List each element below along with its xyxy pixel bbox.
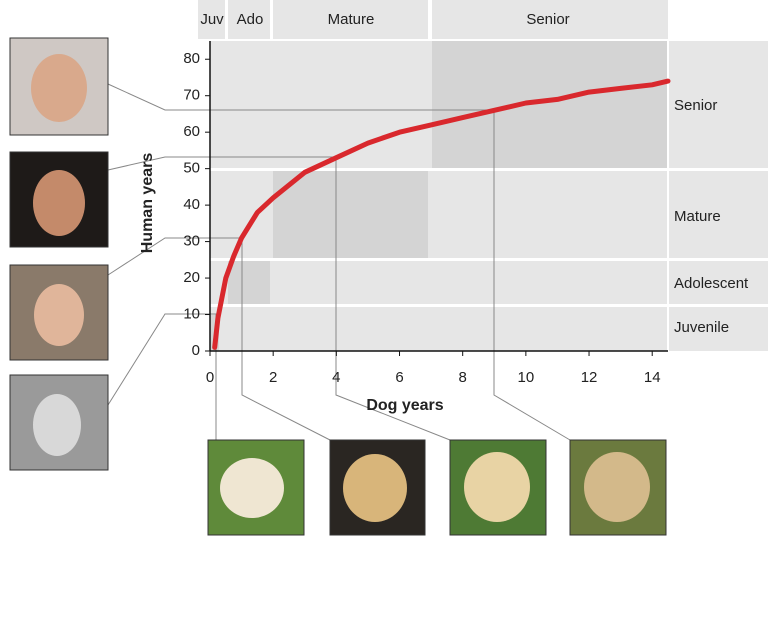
y-tick-label: 60 <box>183 123 200 140</box>
band <box>432 0 668 39</box>
guide-line <box>493 110 571 441</box>
y-tick-label: 50 <box>183 160 200 177</box>
guides <box>107 83 571 441</box>
band <box>198 0 225 39</box>
x-tick-label: 0 <box>206 369 214 386</box>
stage-shade <box>273 171 428 258</box>
y-axis-label: Human years <box>139 153 156 254</box>
guide-line <box>107 83 494 111</box>
stage-label: Senior <box>526 11 569 28</box>
x-tick-label: 6 <box>395 369 403 386</box>
human-photos <box>9 37 109 471</box>
y-tick-label: 70 <box>183 87 200 104</box>
stage-label: Mature <box>328 11 375 28</box>
stage-label: Adolescent <box>674 275 749 292</box>
x-tick-label: 14 <box>644 369 661 386</box>
guide-line <box>241 238 331 441</box>
x-tick-label: 8 <box>459 369 467 386</box>
guide-line <box>107 313 218 406</box>
dog-face <box>584 452 650 522</box>
band <box>210 261 768 304</box>
curve <box>212 78 671 350</box>
stage-label: Juvenile <box>674 319 729 336</box>
stage-shade <box>432 41 668 168</box>
guide-line <box>335 157 451 441</box>
stage-label: Mature <box>674 208 721 225</box>
stage-label: Ado <box>237 11 264 28</box>
x-tick-label: 12 <box>581 369 598 386</box>
band <box>210 307 768 351</box>
face <box>33 170 85 236</box>
x-tick-label: 4 <box>332 369 340 386</box>
dog-face <box>464 452 530 522</box>
dog-photos <box>207 439 667 536</box>
x-tick-label: 2 <box>269 369 277 386</box>
face <box>34 284 84 346</box>
x-axis-label: Dog years <box>366 397 443 414</box>
x-tick-label: 10 <box>518 369 535 386</box>
stage-label: Juv <box>200 11 224 28</box>
face <box>31 54 87 122</box>
guide-line <box>107 156 336 171</box>
stage-shade <box>228 261 270 304</box>
stage-label: Senior <box>674 97 717 114</box>
y-tick-label: 80 <box>183 50 200 67</box>
dog-face <box>220 458 284 518</box>
band <box>273 0 428 39</box>
guide-line <box>107 237 242 276</box>
y-tick-label: 0 <box>192 342 200 359</box>
dog-face <box>343 454 407 522</box>
face <box>33 394 81 456</box>
y-tick-label: 30 <box>183 233 200 250</box>
y-tick-label: 40 <box>183 196 200 213</box>
stage-bands <box>198 0 768 351</box>
y-tick-label: 20 <box>183 269 200 286</box>
band <box>228 0 270 39</box>
y-tick-label: 10 <box>183 305 200 322</box>
